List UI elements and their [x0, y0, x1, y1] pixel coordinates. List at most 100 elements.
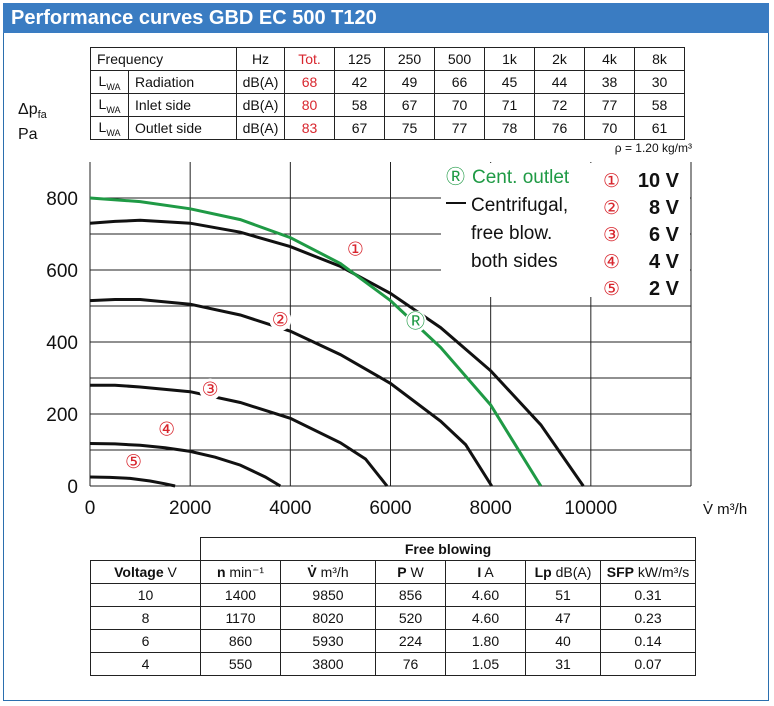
legend-voltage-label: 4 V: [649, 251, 680, 273]
curve-marker-halo: [344, 238, 367, 261]
table-header-row: Frequency Hz Tot. 125 250 500 1k 2k 4k 8…: [90, 47, 685, 71]
row-label: Radiation: [128, 70, 237, 94]
curve-marker: ②: [272, 309, 289, 331]
table-row: LWA Outlet side dB(A) 83 67 75 77 78 76 …: [90, 116, 685, 140]
legend-voltage-marker: ④: [603, 251, 620, 273]
table-cell: 76: [375, 652, 446, 676]
column-header: I A: [445, 560, 526, 584]
y-tick-label: 400: [46, 333, 78, 354]
band-header: 2k: [534, 47, 585, 71]
curve-marker-halo: [404, 310, 427, 333]
lwa-symbol: LWA: [90, 116, 129, 140]
table-cell: 0.14: [600, 629, 696, 653]
legend-voltage-marker: ⑤: [603, 278, 620, 300]
band-header: 500: [434, 47, 485, 71]
table-cell: 77: [434, 116, 485, 140]
column-header: P W: [375, 560, 446, 584]
performance-curve: [89, 442, 282, 488]
legend-voltage-marker: ③: [603, 224, 620, 246]
x-tick-label: 4000: [269, 498, 311, 519]
performance-curve: [89, 475, 176, 488]
table-row: LWA Radiation dB(A) 68 42 49 66 45 44 38…: [90, 70, 685, 94]
table-row: 4 550 3800 76 1.05 31 0.07: [90, 652, 696, 676]
page-title: Performance curves GBD EC 500 T120: [3, 3, 769, 33]
table-cell: 51: [525, 583, 601, 607]
table-cell: 856: [375, 583, 446, 607]
table-cell: 44: [534, 70, 585, 94]
y-tick-label: 800: [46, 189, 78, 210]
column-header: Voltage V: [90, 560, 201, 584]
table-cell: 4.60: [445, 583, 526, 607]
table-cell: 72: [534, 93, 585, 117]
column-header: SFP kW/m³/s: [600, 560, 696, 584]
sound-power-table: Frequency Hz Tot. 125 250 500 1k 2k 4k 8…: [90, 47, 685, 140]
table-cell: 10: [90, 583, 201, 607]
performance-curve: [89, 218, 585, 487]
performance-curve: [89, 298, 493, 487]
legend-voltage-marker: ②: [603, 197, 620, 219]
x-tick-label: 6000: [369, 498, 411, 519]
legend-cent-outlet-label: Cent. outlet: [472, 167, 570, 188]
table-cell: 40: [525, 629, 601, 653]
curve-marker: ④: [158, 419, 175, 441]
legend-voltage-label: 2 V: [649, 278, 680, 300]
row-label: Inlet side: [128, 93, 237, 117]
x-tick-label: 2000: [169, 498, 211, 519]
table-cell: 860: [200, 629, 281, 653]
table-cell: 1400: [200, 583, 281, 607]
table-cell: 70: [584, 116, 635, 140]
table-cell: 77: [584, 93, 635, 117]
band-header: 4k: [584, 47, 635, 71]
table-cell: 66: [434, 70, 485, 94]
row-label: Outlet side: [128, 116, 237, 140]
row-unit: dB(A): [236, 116, 285, 140]
curve-marker: ③: [202, 378, 219, 400]
table-row: 10 1400 9850 856 4.60 51 0.31: [90, 583, 696, 607]
curve-marker: Ⓡ: [406, 311, 425, 333]
curve-marker-halo: [155, 418, 178, 441]
table-cell: 4: [90, 652, 201, 676]
table-cell: 45: [484, 70, 535, 94]
legend-voltage-label: 6 V: [649, 224, 680, 246]
table-cell: 31: [525, 652, 601, 676]
column-header: V̇ m³/h: [280, 560, 376, 584]
row-unit: dB(A): [236, 70, 285, 94]
y-axis-label: Δpfa Pa: [18, 100, 47, 144]
legend-voltage-marker: ①: [603, 170, 620, 192]
table-cell: 8: [90, 606, 201, 630]
table-cell: 70: [434, 93, 485, 117]
table-cell: 78: [484, 116, 535, 140]
y-axis-symbol: Δpfa: [18, 101, 47, 122]
table-cell: 67: [334, 116, 385, 140]
table-cell: 8020: [280, 606, 376, 630]
column-header: Lp dB(A): [525, 560, 601, 584]
table-cell: 61: [634, 116, 685, 140]
table-cell: 1.05: [445, 652, 526, 676]
density-note: ρ = 1.20 kg/m³: [614, 141, 692, 155]
x-tick-label: 8000: [470, 498, 512, 519]
free-blowing-header: Free blowing: [200, 537, 696, 561]
column-header: n min⁻¹: [200, 560, 281, 584]
table-cell: 0.23: [600, 606, 696, 630]
lwa-symbol: LWA: [90, 70, 129, 94]
band-header: 1k: [484, 47, 535, 71]
curve-marker: ①: [347, 239, 364, 261]
table-row: LWA Inlet side dB(A) 80 58 67 70 71 72 7…: [90, 93, 685, 117]
table-cell: 49: [384, 70, 435, 94]
legend-centrifugal-label: Centrifugal,: [471, 195, 568, 216]
table-cell: 550: [200, 652, 281, 676]
table-header-row: Voltage V n min⁻¹ V̇ m³/h P W I A Lp dB(…: [90, 560, 696, 584]
table-cell: 9850: [280, 583, 376, 607]
frequency-header: Frequency: [90, 47, 237, 71]
performance-curve: [89, 196, 543, 487]
x-tick-label: 10000: [564, 498, 617, 519]
table-cell: 1170: [200, 606, 281, 630]
legend-centrifugal-label: free blow.: [471, 223, 552, 244]
table-group-header-row: Free blowing: [90, 537, 696, 561]
table-cell: 3800: [280, 652, 376, 676]
table-row: 8 1170 8020 520 4.60 47 0.23: [90, 606, 696, 630]
table-cell: 520: [375, 606, 446, 630]
free-blowing-table: Free blowing Voltage V n min⁻¹ V̇ m³/h P…: [90, 537, 696, 676]
legend-centrifugal-label: both sides: [471, 251, 558, 272]
